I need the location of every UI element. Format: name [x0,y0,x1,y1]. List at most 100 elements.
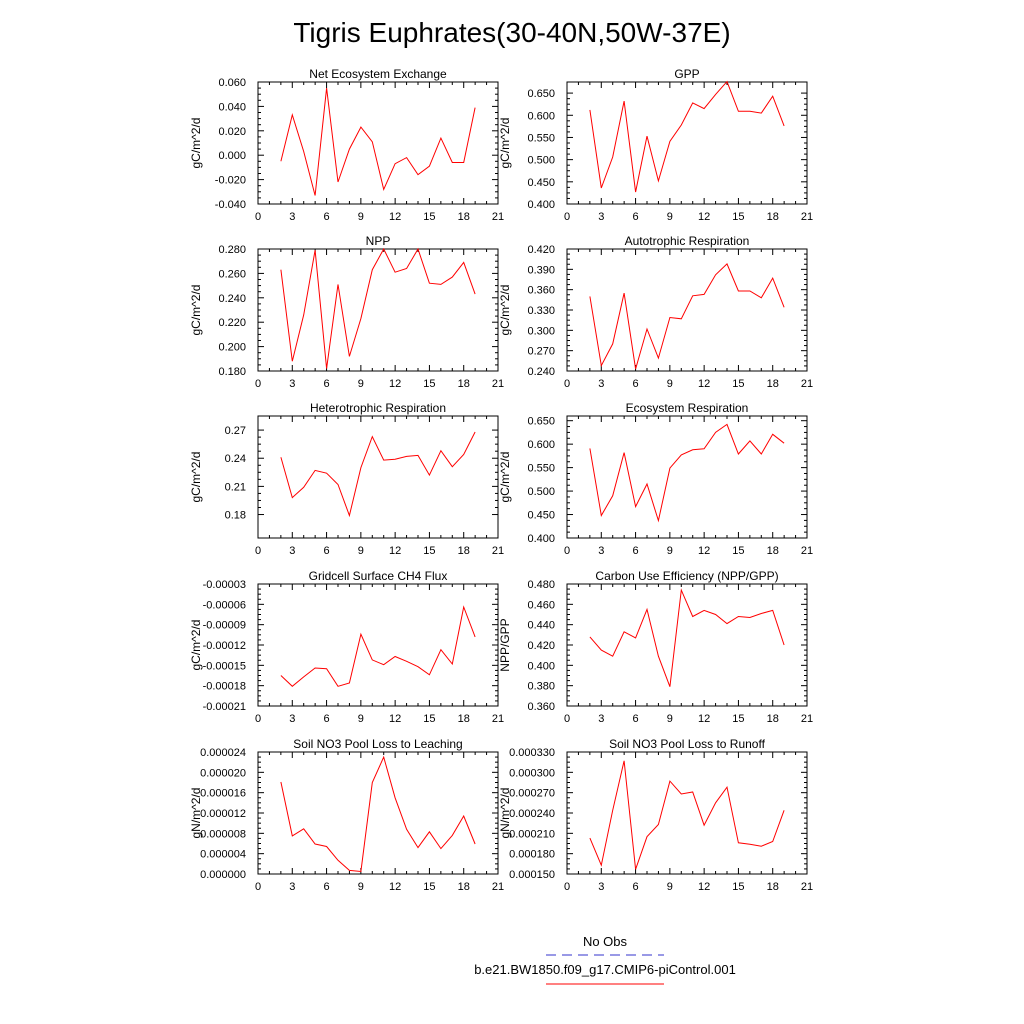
y-tick-label: -0.00021 [203,701,246,713]
y-tick-label: 0.000004 [200,849,246,861]
panel-carbon-use-efficiency-npp-gpp: Carbon Use Efficiency (NPP/GPP) 0 3 6 9 12 15 1… [498,569,813,725]
x-tick-label: 6 [633,881,639,893]
panel-autotrophic-respiration: Autotrophic Respiration 0 3 6 9 12 15 18 21 0.240… [498,234,813,390]
y-tick-label: 0.240 [527,366,555,378]
y-tick-label: 0.000330 [509,747,555,759]
chart-panels: Net Ecosystem Exchange 0 3 6 9 12 15 18 21 -0.040… [189,67,813,893]
x-tick-label: 9 [667,881,673,893]
x-tick-label: 6 [633,545,639,557]
x-tick-label: 9 [667,545,673,557]
x-tick-label: 18 [458,881,470,893]
y-tick-label: 0.000020 [200,767,246,779]
x-tick-label: 3 [598,211,604,223]
panel-net-ecosystem-exchange: Net Ecosystem Exchange 0 3 6 9 12 15 18 21 -0.040… [189,67,504,223]
x-tick-label: 12 [389,713,401,725]
panel-title: Autotrophic Respiration [625,234,750,248]
panel-soil-no3-pool-loss-to-runoff: Soil NO3 Pool Loss to Runoff 0 3 6 9 12 15 18 21… [498,737,813,893]
y-tick-label: -0.00015 [203,660,246,672]
y-tick-label: 0.420 [527,640,555,652]
x-tick-label: 6 [324,881,330,893]
y-tick-label: 0.000000 [200,869,246,881]
panel-title: Soil NO3 Pool Loss to Runoff [609,737,766,751]
x-tick-label: 12 [389,545,401,557]
y-tick-label: 0.000024 [200,747,246,759]
x-tick-label: 0 [564,713,570,725]
y-tick-label: 0.240 [218,293,246,305]
x-tick-label: 3 [598,713,604,725]
x-tick-label: 12 [698,378,710,390]
x-tick-label: 9 [667,378,673,390]
x-tick-label: 12 [698,881,710,893]
y-tick-label: 0.420 [527,244,555,256]
y-axis-label: gC/m^2/d [189,285,203,336]
x-tick-label: 0 [564,881,570,893]
y-tick-label: 0.380 [527,681,555,693]
plot-frame [257,81,499,205]
y-tick-label: 0.200 [218,342,246,354]
x-tick-label: 21 [801,713,813,725]
y-tick-label: 0.000016 [200,788,246,800]
y-tick-label: 0.21 [225,481,246,493]
y-tick-label: 0.040 [218,101,246,113]
y-tick-label: 0.000150 [509,869,555,881]
y-tick-label: 0.480 [527,579,555,591]
x-tick-label: 21 [801,211,813,223]
y-tick-label: 0.550 [527,132,555,144]
y-tick-label: -0.00018 [203,681,246,693]
y-axis-label: gN/m^2/d [189,788,203,839]
y-tick-label: -0.040 [215,199,246,211]
x-tick-label: 21 [801,378,813,390]
x-tick-label: 0 [255,545,261,557]
y-tick-label: 0.280 [218,244,246,256]
x-tick-label: 3 [289,881,295,893]
x-tick-label: 3 [289,378,295,390]
legend-label-model-run: b.e21.BW1850.f09_g17.CMIP6-piControl.001 [474,962,736,977]
y-tick-label: 0.390 [527,264,555,276]
x-tick-label: 21 [492,378,504,390]
series-line-soil-no3-pool-loss-to-runoff [589,760,785,870]
y-tick-label: 0.500 [527,155,555,167]
y-tick-label: 0.440 [527,620,555,632]
plot-frame [566,81,808,205]
y-tick-label: 0.450 [527,510,555,522]
y-tick-label: -0.00009 [203,620,246,632]
series-line-npp [280,247,476,369]
x-tick-label: 12 [389,378,401,390]
y-tick-label: 0.650 [527,88,555,100]
y-tick-label: -0.00006 [203,599,246,611]
series-line-gpp [589,80,785,193]
plot-frame [566,248,808,372]
panel-title: Net Ecosystem Exchange [309,67,447,81]
series-line-net-ecosystem-exchange [280,88,476,196]
y-tick-label: 0.460 [527,599,555,611]
x-tick-label: 15 [732,881,744,893]
panel-title: Ecosystem Respiration [626,401,749,415]
x-tick-label: 3 [598,545,604,557]
y-tick-label: 0.550 [527,463,555,475]
x-tick-label: 9 [358,545,364,557]
y-tick-label: 0.360 [527,701,555,713]
x-tick-label: 18 [767,378,779,390]
legend: No Obs b.e21.BW1850.f09_g17.CMIP6-piCont… [474,934,736,985]
y-tick-label: 0.600 [527,439,555,451]
x-tick-label: 6 [633,211,639,223]
y-tick-label: 0.000012 [200,808,246,820]
panel-ecosystem-respiration: Ecosystem Respiration 0 3 6 9 12 15 18 21 0.400 0.… [498,401,813,557]
series-line-ecosystem-respiration [589,423,785,523]
y-tick-label: 0.000210 [509,828,555,840]
x-tick-label: 3 [289,211,295,223]
x-tick-label: 18 [767,545,779,557]
y-tick-label: 0.000240 [509,808,555,820]
panel-soil-no3-pool-loss-to-leaching: Soil NO3 Pool Loss to Leaching 0 3 6 9 12 15 18… [189,737,504,893]
x-tick-label: 15 [423,881,435,893]
y-tick-label: 0.300 [527,325,555,337]
panel-title: NPP [366,234,391,248]
series-line-gridcell-surface-ch4-flux [280,605,476,687]
x-tick-label: 21 [492,881,504,893]
y-tick-label: 0.27 [225,425,246,437]
x-tick-label: 6 [324,545,330,557]
y-tick-label: 0.000008 [200,828,246,840]
x-tick-label: 18 [458,211,470,223]
x-tick-label: 12 [389,211,401,223]
plot-frame [257,415,499,539]
